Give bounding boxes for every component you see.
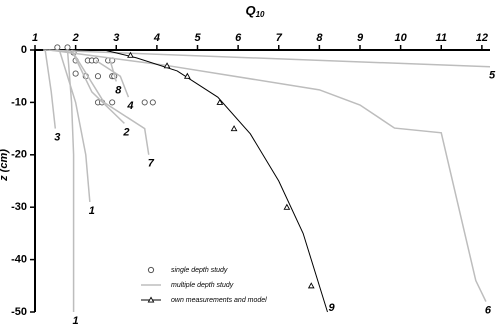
data-point (149, 99, 156, 106)
legend-label: single depth study (171, 267, 228, 274)
profile-line (49, 49, 487, 302)
data-point (163, 62, 171, 69)
y-tick-label: -40 (11, 254, 27, 266)
profile-line (109, 60, 117, 82)
profile-line (95, 59, 130, 98)
line-label: 8 (115, 84, 122, 96)
data-point (127, 51, 134, 58)
legend-label: own measurements and model (171, 297, 267, 304)
x-axis-title-sub: 10 (256, 10, 265, 19)
legend-label: multiple depth study (171, 282, 234, 289)
data-point (183, 72, 191, 79)
x-tick-label: 11 (436, 32, 447, 44)
line-label: 2 (122, 126, 129, 138)
data-point (109, 99, 116, 106)
data-point (216, 98, 224, 105)
x-tick-label: 8 (316, 32, 323, 44)
legend-marker (147, 296, 155, 303)
x-tick-label: 1 (32, 32, 38, 44)
x-tick-label: 2 (72, 32, 79, 44)
x-tick-label: 10 (395, 32, 408, 44)
x-tick-label: 12 (476, 32, 488, 44)
profile-line (66, 49, 75, 312)
line-label: 6 (485, 304, 492, 316)
data-point (54, 44, 61, 51)
y-tick-label: -20 (11, 149, 27, 161)
x-tick-label: 4 (153, 32, 160, 44)
data-point (230, 125, 238, 132)
line-label: 1 (73, 315, 79, 327)
line-label: 9 (328, 302, 335, 314)
x-tick-label: 9 (357, 32, 364, 44)
y-axis-title: z (cm) (0, 149, 10, 182)
x-tick-label: 5 (194, 32, 201, 44)
x-tick-label: 7 (276, 32, 283, 44)
y-tick-label: 0 (21, 44, 27, 56)
data-point (307, 282, 315, 289)
line-label: 5 (489, 70, 496, 82)
data-point (72, 70, 79, 77)
y-tick-label: -10 (11, 96, 27, 108)
data-point (283, 203, 291, 210)
y-tick-label: -30 (11, 201, 27, 213)
line-label: 7 (148, 158, 155, 170)
y-tick-label: -50 (11, 306, 27, 318)
legend-marker (147, 266, 155, 274)
data-point (64, 44, 71, 51)
data-point (141, 99, 148, 106)
x-axis-title-main: Q (245, 3, 255, 18)
profile-line (58, 49, 91, 203)
profile-line (70, 49, 125, 124)
model-line (103, 49, 328, 313)
data-point (94, 73, 102, 80)
line-label: 4 (126, 100, 133, 112)
line-label: 1 (89, 205, 95, 217)
x-tick-label: 3 (113, 32, 119, 44)
x-axis-title: Q10 (245, 3, 265, 19)
x-tick-label: 6 (235, 32, 242, 44)
profile-line (70, 49, 150, 155)
line-label: 3 (54, 132, 60, 144)
profile-line (44, 49, 57, 129)
